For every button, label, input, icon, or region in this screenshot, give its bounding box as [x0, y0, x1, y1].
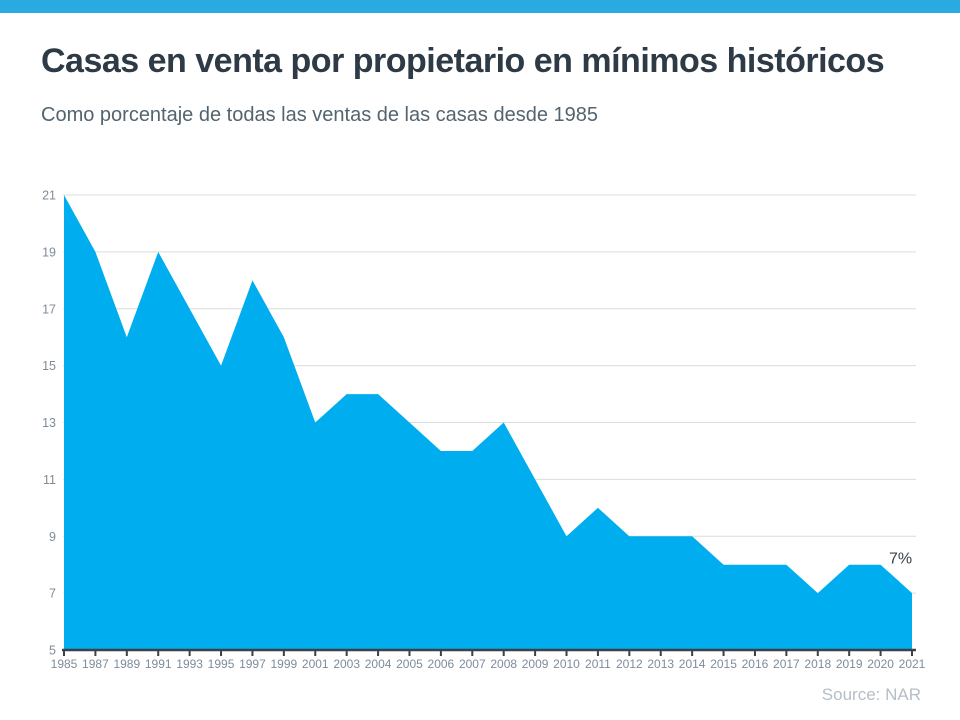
y-axis-tick-label: 19 — [42, 245, 56, 259]
x-axis-tick-label: 1985 — [51, 657, 78, 671]
page-title: Casas en venta por propietario en mínimo… — [41, 42, 885, 80]
source-note: Source: NAR — [821, 685, 921, 704]
x-axis-tick-label: 2005 — [396, 657, 423, 671]
value-annotation: 7% — [889, 551, 912, 568]
x-axis-tick-label: 2012 — [616, 657, 643, 671]
y-axis-tick-label: 17 — [42, 302, 56, 316]
x-axis-tick-label: 2015 — [710, 657, 737, 671]
y-axis-tick-label: 9 — [49, 530, 56, 544]
x-axis-tick-label: 2007 — [459, 657, 486, 671]
x-axis-tick-label: 1989 — [113, 657, 140, 671]
x-axis-tick-label: 2020 — [867, 657, 894, 671]
area-series — [64, 195, 912, 650]
y-axis-tick-label: 11 — [43, 473, 56, 487]
x-axis-tick-label: 2010 — [553, 657, 580, 671]
x-axis-tick-label: 2011 — [585, 657, 611, 671]
x-axis-tick-label: 1991 — [145, 657, 172, 671]
x-axis-tick-label: 2003 — [333, 657, 360, 671]
x-axis-tick-label: 2019 — [836, 657, 863, 671]
x-axis-tick-label: 2006 — [428, 657, 455, 671]
x-axis-tick-label: 1995 — [208, 657, 235, 671]
x-axis-tick-label: 1993 — [176, 657, 203, 671]
top-accent-bar — [0, 0, 960, 13]
y-axis-tick-label: 7 — [49, 587, 56, 601]
y-axis-tick-label: 15 — [42, 359, 56, 373]
x-axis-tick-label: 2014 — [679, 657, 706, 671]
y-axis-tick-label: 5 — [49, 644, 56, 658]
x-axis-tick-label: 2017 — [773, 657, 800, 671]
x-axis-tick-label: 2013 — [647, 657, 674, 671]
x-axis-tick-label: 2009 — [522, 657, 549, 671]
x-axis-tick-label: 1999 — [271, 657, 298, 671]
x-axis-tick-label: 2021 — [899, 657, 926, 671]
x-axis-tick-label: 2001 — [302, 657, 329, 671]
y-axis-tick-label: 13 — [42, 416, 56, 430]
x-axis-tick-label: 2004 — [365, 657, 392, 671]
page-subtitle: Como porcentaje de todas las ventas de l… — [41, 104, 599, 126]
y-axis-tick-label: 21 — [42, 189, 56, 203]
x-axis-tick-label: 1997 — [239, 657, 266, 671]
x-axis-tick-label: 2018 — [804, 657, 831, 671]
x-axis-tick-label: 2016 — [742, 657, 769, 671]
x-axis-tick-label: 2008 — [490, 657, 517, 671]
x-axis-tick-label: 1987 — [82, 657, 109, 671]
